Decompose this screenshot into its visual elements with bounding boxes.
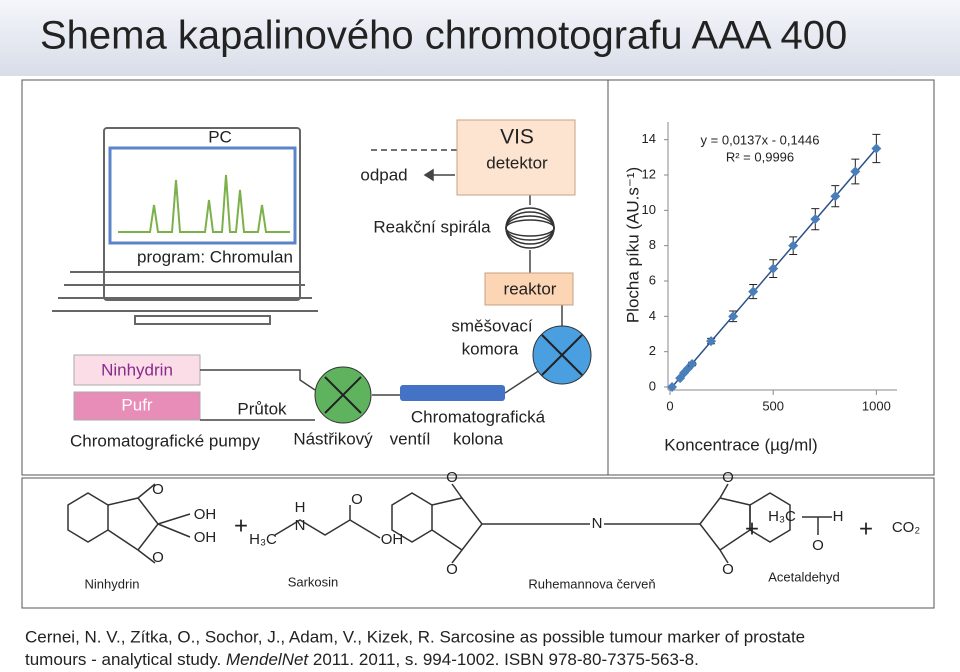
- label: Ninhydrin: [101, 360, 173, 379]
- label: Reakční spirála: [373, 217, 491, 236]
- laptop: [52, 127, 318, 325]
- label: odpad: [360, 165, 407, 184]
- compound-label: Ninhydrin: [85, 576, 140, 591]
- y-tick-label: 14: [642, 131, 656, 146]
- x-tick-label: 500: [762, 398, 784, 413]
- compound-label: Ruhemannova červeň: [528, 576, 655, 591]
- atom: H: [833, 508, 844, 525]
- atom: O: [351, 491, 363, 508]
- citation: Cernei, N. V., Zítka, O., Sochor, J., Ad…: [25, 627, 805, 646]
- citation-part: tumours - analytical study.: [25, 650, 226, 669]
- y-tick-label: 0: [649, 378, 656, 393]
- point: [788, 240, 799, 251]
- label: komora: [462, 339, 519, 358]
- plus: +: [745, 515, 759, 542]
- atom: H: [295, 499, 306, 516]
- label: Nástřikový: [293, 429, 373, 448]
- point: [706, 336, 717, 347]
- pufr-box: [73, 391, 201, 421]
- x-axis-label: Koncentrace (µg/ml): [664, 435, 817, 454]
- annotation: y = 0,0137x - 0,1446: [701, 132, 820, 147]
- x-tick-label: 0: [666, 398, 673, 413]
- label: program: Chromulan: [137, 247, 293, 266]
- y-axis-label: Plocha píku (AU.s⁻¹): [623, 167, 642, 323]
- point: [667, 382, 678, 392]
- atom: OH: [194, 506, 217, 523]
- atom: OH: [194, 529, 217, 546]
- tubing: [200, 149, 563, 421]
- atom: H₃C: [768, 508, 796, 525]
- point: [810, 214, 821, 225]
- plus: +: [859, 515, 873, 542]
- atom: O: [812, 537, 824, 554]
- chart: 0 2 4 6 8 10 12 14 0 500 1000: [642, 122, 897, 413]
- y-tick-label: 12: [642, 166, 656, 181]
- coil: [505, 207, 555, 249]
- column: [400, 385, 505, 401]
- ninhydrin-box: [73, 354, 201, 386]
- mixer-cross: [541, 334, 583, 376]
- atom: N: [295, 517, 306, 534]
- compound-label: Acetaldehyd: [768, 569, 840, 584]
- annotation: R² = 0,9996: [726, 149, 794, 164]
- title-bar: [0, 0, 960, 76]
- point: [830, 191, 841, 202]
- point: [687, 359, 698, 370]
- label: ventíl: [390, 429, 431, 448]
- label: kolona: [453, 429, 504, 448]
- compound-label: Sarkosin: [288, 574, 339, 589]
- point: [850, 166, 861, 177]
- label: Pufr: [121, 395, 153, 414]
- atom: O: [152, 481, 164, 498]
- point: [871, 143, 882, 154]
- y-tick-label: 6: [649, 272, 656, 287]
- structures: [67, 483, 832, 564]
- label: detektor: [486, 153, 548, 172]
- citation-part: 2011. 2011, s. 994-1002. ISBN 978-80-737…: [308, 650, 699, 669]
- label: Průtok: [237, 399, 287, 418]
- atom: O: [722, 469, 734, 486]
- y-tick-label: 10: [642, 202, 656, 217]
- label: PC: [208, 127, 232, 146]
- citation-journal: MendelNet: [226, 650, 309, 669]
- atom: O: [152, 549, 164, 566]
- reactor-box: [484, 272, 574, 306]
- y-tick-label: 4: [649, 308, 656, 323]
- atom: CO₂: [892, 519, 921, 536]
- title: Shema kapalinového chromotografu AAA 400: [40, 14, 847, 58]
- point: [748, 286, 759, 297]
- label: směšovací: [451, 316, 533, 335]
- atom: O: [446, 469, 458, 486]
- detector-box: [456, 119, 576, 196]
- atom: H₃C: [249, 531, 277, 548]
- citation: tumours - analytical study. MendelNet 20…: [25, 650, 699, 669]
- atom: O: [446, 561, 458, 578]
- label: Chromatografické pumpy: [70, 431, 260, 450]
- atom: N: [592, 515, 603, 532]
- label: VIS: [500, 126, 534, 149]
- valve-cross: [324, 376, 362, 414]
- point: [728, 311, 739, 322]
- label: Chromatografická: [411, 407, 546, 426]
- label: reaktor: [504, 279, 557, 298]
- y-tick-label: 8: [649, 237, 656, 252]
- plus: +: [234, 512, 248, 539]
- atom: O: [722, 561, 734, 578]
- atoms: O OH OH O + H N H₃C O OH O O N O O + H₃C…: [152, 469, 920, 578]
- point: [768, 263, 779, 274]
- x-tick-label: 1000: [862, 398, 891, 413]
- atom: OH: [381, 531, 404, 548]
- y-tick-label: 2: [649, 343, 656, 358]
